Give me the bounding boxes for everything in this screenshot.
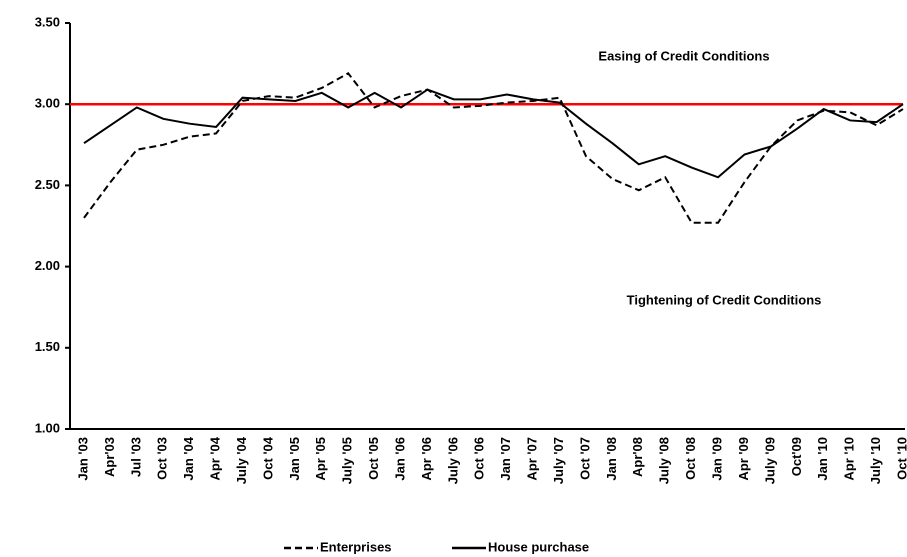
x-tick-label: July '04 bbox=[234, 436, 249, 484]
x-tick-label: Jan '08 bbox=[604, 437, 619, 481]
x-tick-label: Oct'09 bbox=[789, 437, 804, 476]
x-tick-label: Jan '03 bbox=[75, 437, 90, 481]
x-tick-label: Apr '06 bbox=[419, 437, 434, 481]
x-tick-label: July '06 bbox=[445, 437, 460, 484]
x-tick-label: Jul '03 bbox=[128, 437, 143, 477]
x-tick-label: Oct '10 bbox=[894, 437, 907, 480]
x-tick-label: Apr'03 bbox=[102, 437, 117, 477]
x-tick-label: Oct '08 bbox=[683, 437, 698, 480]
x-tick-label: Apr '04 bbox=[208, 436, 223, 480]
x-tick-label: Jan '06 bbox=[392, 437, 407, 481]
x-tick-label: July '07 bbox=[551, 437, 566, 484]
line-series bbox=[83, 88, 904, 179]
x-tick-label: Jan '05 bbox=[287, 437, 302, 481]
x-tick-label: Oct '07 bbox=[577, 437, 592, 480]
y-tick-label: 3.00 bbox=[35, 96, 60, 111]
x-tick-label: Jan '04 bbox=[181, 436, 196, 480]
x-tick-label: Apr'08 bbox=[630, 437, 645, 477]
x-tick-label: Apr '07 bbox=[525, 437, 540, 481]
x-tick-label: Oct '03 bbox=[155, 437, 170, 480]
x-tick-label: July '05 bbox=[340, 437, 355, 484]
x-tick-label: Apr '10 bbox=[842, 437, 857, 481]
x-tick-label: Oct '04 bbox=[260, 436, 275, 480]
y-tick-label: 3.50 bbox=[35, 14, 60, 29]
y-tick-label: 2.00 bbox=[35, 258, 60, 273]
annotation: Tightening of Credit Conditions bbox=[627, 292, 822, 307]
y-tick-label: 1.50 bbox=[35, 339, 60, 354]
x-tick-label: July '08 bbox=[657, 437, 672, 484]
legend-label: House purchase bbox=[488, 539, 589, 554]
x-tick-label: Jan '10 bbox=[815, 437, 830, 481]
x-tick-label: Jan '09 bbox=[710, 437, 725, 481]
x-tick-label: Apr '05 bbox=[313, 437, 328, 481]
x-tick-label: July '09 bbox=[762, 437, 777, 484]
x-tick-label: July '10 bbox=[868, 437, 883, 484]
legend-label: Enterprises bbox=[320, 539, 392, 554]
x-tick-label: Apr '09 bbox=[736, 437, 751, 481]
x-tick-label: Oct '05 bbox=[366, 437, 381, 480]
y-tick-label: 2.50 bbox=[35, 177, 60, 192]
x-tick-label: Oct '06 bbox=[472, 437, 487, 480]
annotation: Easing of Credit Conditions bbox=[598, 48, 769, 63]
line-series bbox=[83, 72, 904, 224]
x-tick-label: Jan '07 bbox=[498, 437, 513, 481]
y-tick-label: 1.00 bbox=[35, 420, 60, 435]
